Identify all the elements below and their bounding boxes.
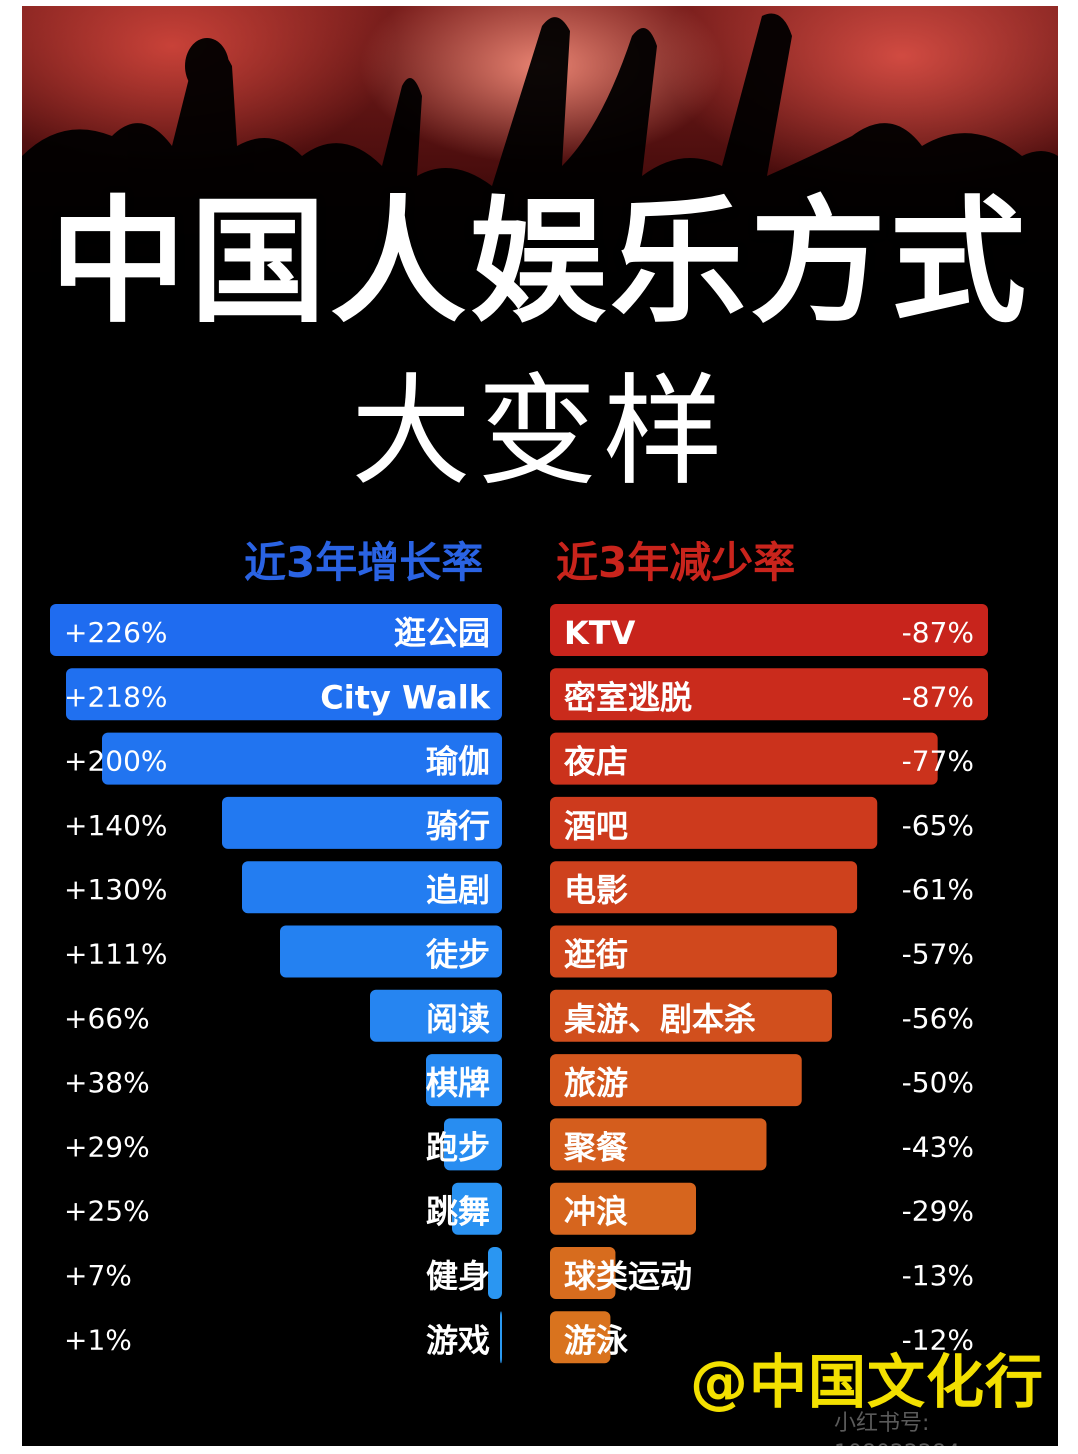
growth-value-label: +140%: [64, 809, 168, 842]
growth-category-label: 健身: [426, 1257, 490, 1295]
growth-category-label: 跑步: [426, 1128, 490, 1166]
decline-bar: [550, 796, 878, 849]
growth-value-label: +38%: [64, 1066, 150, 1099]
decline-category-label: 旅游: [564, 1064, 628, 1102]
decline-value-label: -77%: [902, 745, 974, 778]
growth-value-label: +66%: [64, 1002, 150, 1035]
decline-bar: [550, 861, 858, 914]
growth-bar: [222, 796, 502, 849]
decline-category-label: 逛街: [564, 936, 628, 974]
decline-value-label: -13%: [902, 1259, 974, 1292]
decline-category-label: 电影: [564, 871, 628, 909]
growth-value-label: +25%: [64, 1195, 150, 1228]
decline-value-label: -87%: [902, 616, 974, 649]
crowd-silhouette-illustration: [22, 13, 1058, 306]
growth-category-label: 逛公园: [394, 614, 490, 652]
growth-bar: [426, 1054, 502, 1107]
growth-value-label: +29%: [64, 1130, 150, 1163]
growth-bar: [66, 668, 502, 721]
growth-category-label: City Walk: [320, 678, 490, 716]
growth-bar: [370, 989, 502, 1042]
decline-bar: [550, 1182, 696, 1235]
growth-value-label: +1%: [64, 1323, 132, 1356]
decline-category-label: 酒吧: [564, 807, 628, 845]
decline-category-label: 游泳: [564, 1321, 628, 1359]
decline-bar: [550, 1118, 767, 1171]
decline-value-label: -56%: [902, 1002, 974, 1035]
growth-category-label: 阅读: [426, 1000, 490, 1038]
growth-column-header: 近3年增长率: [244, 538, 484, 587]
decline-value-label: -57%: [902, 938, 974, 971]
decline-bar: [550, 1311, 611, 1364]
page-subtitle: 大变样: [351, 363, 729, 502]
growth-value-label: +130%: [64, 873, 168, 906]
growth-bar: [280, 925, 502, 978]
decline-category-label: 桌游、剧本杀: [564, 1000, 756, 1038]
decline-value-label: -61%: [902, 873, 974, 906]
decline-column-header: 近3年减少率: [556, 538, 796, 587]
decline-category-label: 球类运动: [564, 1257, 692, 1295]
decline-value-label: -65%: [902, 809, 974, 842]
author-watermark: @中国文化行: [690, 1348, 1045, 1416]
decline-bar: [550, 732, 938, 785]
growth-category-label: 骑行: [426, 807, 490, 845]
growth-category-label: 追剧: [426, 871, 490, 909]
growth-value-label: +7%: [64, 1259, 132, 1292]
account-id-text: 小红书号: 108022284: [834, 1411, 960, 1446]
decline-value-label: -50%: [902, 1066, 974, 1099]
growth-category-label: 瑜伽: [426, 743, 490, 781]
decline-bar: [550, 1247, 616, 1299]
page-title: 中国人娱乐方式: [50, 184, 1030, 342]
growth-category-label: 跳舞: [426, 1193, 490, 1231]
growth-bar: [102, 732, 502, 785]
growth-bar: [488, 1247, 502, 1299]
decline-category-label: 密室逃脱: [564, 678, 692, 716]
growth-category-label: 游戏: [426, 1321, 490, 1359]
growth-bar: [50, 604, 502, 656]
growth-category-label: 徒步: [425, 936, 490, 974]
decline-bar: [550, 1054, 802, 1107]
decline-value-label: -12%: [902, 1323, 974, 1356]
decline-category-label: 聚餐: [563, 1128, 629, 1166]
poster: 中国人娱乐方式 大变样 近3年增长率 近3年减少率 逛公园 +226% KTV -87…: [22, 6, 1058, 1446]
decline-bar: [550, 604, 988, 656]
growth-bar: [444, 1118, 502, 1171]
decline-category-label: 冲浪: [564, 1193, 628, 1231]
decline-category-label: 夜店: [563, 743, 628, 781]
concert-crowd-image: [22, 6, 1058, 306]
growth-bar: [242, 861, 502, 914]
decline-value-label: -43%: [902, 1130, 974, 1163]
decline-value-label: -87%: [902, 680, 974, 713]
decline-bar: [550, 925, 837, 978]
diverging-bar-chart: 逛公园 +226% KTV -87% City Walk +218% 密室逃脱 -87% 瑜伽 +…: [50, 604, 988, 1364]
growth-bar: [500, 1311, 502, 1364]
decline-bar: [550, 989, 832, 1042]
decline-bar: [550, 668, 988, 721]
growth-value-label: +111%: [64, 938, 168, 971]
growth-value-label: +218%: [64, 680, 168, 713]
decline-category-label: KTV: [564, 614, 636, 652]
growth-category-label: 棋牌: [426, 1064, 490, 1102]
growth-value-label: +226%: [64, 616, 168, 649]
growth-value-label: +200%: [64, 745, 168, 778]
decline-value-label: -29%: [902, 1195, 974, 1228]
growth-bar: [452, 1182, 502, 1235]
